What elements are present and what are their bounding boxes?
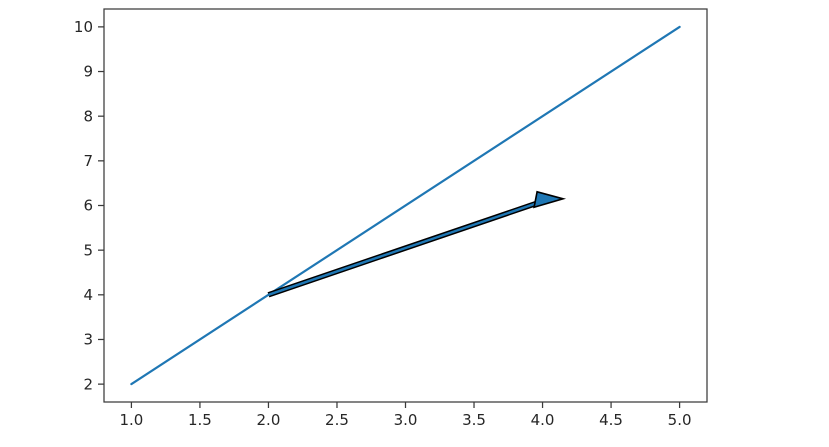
- x-axis-tick-label: 2.0: [257, 411, 281, 429]
- y-axis-tick-label: 8: [83, 107, 93, 125]
- y-axis-tick-label: 5: [83, 241, 93, 259]
- x-axis-tick-label: 1.5: [188, 411, 212, 429]
- arrow-head: [533, 190, 567, 209]
- data-line: [130, 25, 681, 386]
- x-axis-tick-label: 3.5: [462, 411, 486, 429]
- arrow-shaft-core: [268, 201, 539, 296]
- y-axis-tick-label: 3: [83, 331, 93, 349]
- y-axis-tick-label: 2: [83, 375, 93, 393]
- y-axis-tick-label: 9: [83, 63, 93, 81]
- x-axis-tick-label: 3.0: [394, 411, 418, 429]
- y-axis-tick-label: 4: [83, 286, 93, 304]
- y-axis-tick-label: 6: [83, 197, 93, 215]
- x-axis-tick-label: 4.0: [531, 411, 555, 429]
- x-axis-tick-label: 1.0: [119, 411, 143, 429]
- x-axis-tick-label: 2.5: [325, 411, 349, 429]
- x-axis-tick-label: 4.5: [599, 411, 623, 429]
- x-axis-tick-label: 5.0: [668, 411, 692, 429]
- y-axis-tick-label: 10: [74, 18, 93, 36]
- y-axis-tick-label: 7: [83, 152, 93, 170]
